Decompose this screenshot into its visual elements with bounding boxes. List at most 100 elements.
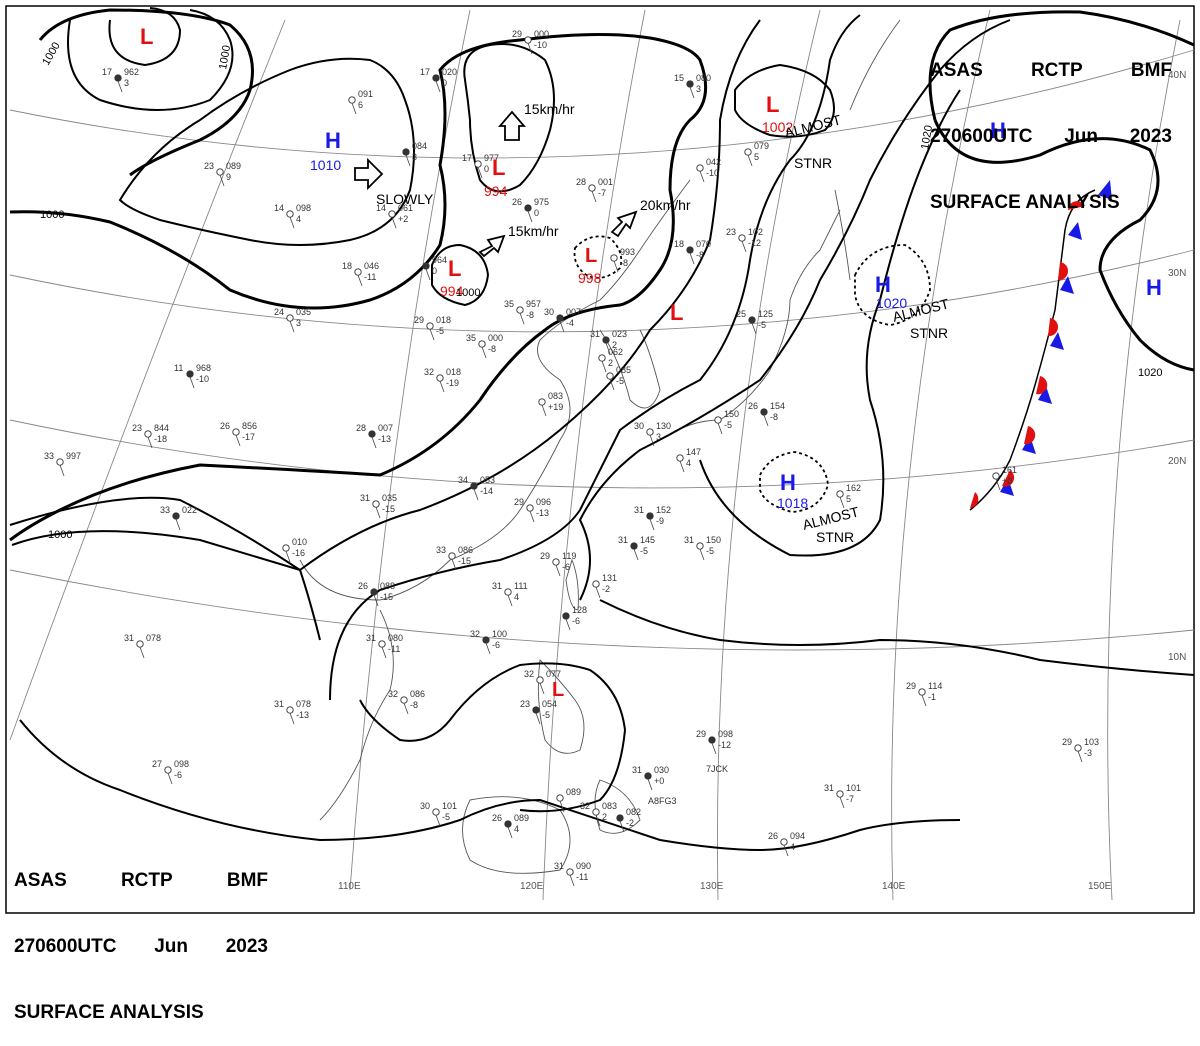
isobar-label: 1020 bbox=[1138, 367, 1162, 379]
station-plot: 35 957-8 bbox=[504, 299, 541, 325]
wind-barb bbox=[373, 594, 379, 607]
wind-barb bbox=[633, 548, 639, 561]
station-temp: 31 bbox=[554, 861, 564, 871]
station-pressure: 035 bbox=[382, 493, 397, 503]
wind-barb bbox=[995, 478, 1001, 491]
station-pressure: 077 bbox=[546, 669, 561, 679]
station-pressure: 091 bbox=[358, 89, 373, 99]
station-plot: 29 018-5 bbox=[414, 315, 451, 341]
station-pressure: 000 bbox=[534, 29, 549, 39]
station-pressure: 035 bbox=[296, 307, 311, 317]
motion-speed: 15km/hr bbox=[508, 223, 559, 239]
station-pressure: 089 bbox=[226, 161, 241, 171]
station-tendency: 0 bbox=[534, 208, 539, 218]
station-plot: 33 997 bbox=[44, 451, 81, 477]
center-symbol: L bbox=[448, 256, 461, 281]
wind-barb bbox=[451, 558, 457, 571]
station-plot: 150-5 bbox=[714, 409, 739, 435]
station-temp: 26 bbox=[768, 831, 778, 841]
station-circle bbox=[616, 814, 624, 822]
wind-barb bbox=[219, 174, 225, 187]
station-pressure: 089 bbox=[514, 813, 529, 823]
station-circle bbox=[286, 210, 294, 218]
station-circle bbox=[368, 430, 376, 438]
station-plot: 18 046-11 bbox=[342, 261, 379, 287]
station-pressure: 083 bbox=[602, 801, 617, 811]
station-tendency: -14 bbox=[480, 486, 493, 496]
station-circle bbox=[992, 472, 1000, 480]
station-circle bbox=[538, 398, 546, 406]
weather-map: 17 962 3 23 089 9 091 6 084 3 14 098 4 14 061 +2 17 020 0 1… bbox=[5, 5, 1195, 1023]
station-pressure: 062 bbox=[608, 347, 623, 357]
station-plot: 25 125-5 bbox=[736, 309, 773, 335]
lon-label: 150E bbox=[1088, 881, 1112, 892]
station-tendency: -8 bbox=[696, 250, 704, 260]
station-tendency: -11 bbox=[576, 872, 588, 882]
station-tendency: -6 bbox=[562, 562, 570, 572]
wind-barb bbox=[605, 342, 611, 355]
station-circle bbox=[432, 74, 440, 82]
wind-barb bbox=[747, 154, 753, 167]
wind-barb bbox=[435, 814, 441, 827]
station-pressure: 007 bbox=[566, 307, 581, 317]
station-tendency: -5 bbox=[758, 320, 766, 330]
lon-label: 110E bbox=[338, 881, 361, 892]
header-line3: SURFACE ANALYSIS bbox=[14, 1002, 204, 1023]
station-circle bbox=[536, 676, 544, 684]
wind-barb bbox=[289, 320, 295, 333]
wind-barb bbox=[507, 594, 513, 607]
wind-barb bbox=[391, 216, 397, 229]
station-temp: 29 bbox=[514, 497, 524, 507]
station-circle bbox=[370, 588, 378, 596]
station-tendency: -11 bbox=[388, 644, 400, 654]
station-temp: 31 bbox=[684, 535, 694, 545]
station-plot: 993-8 bbox=[610, 247, 635, 273]
header-station: RCTP bbox=[120, 870, 173, 891]
station-tendency: 3 bbox=[696, 84, 701, 94]
station-temp: 23 bbox=[204, 161, 214, 171]
wind-barb bbox=[429, 328, 435, 341]
coast-china bbox=[299, 179, 691, 601]
station-tendency: -6 bbox=[572, 616, 580, 626]
isobar-outer-3 bbox=[359, 662, 627, 813]
station-tendency: -13 bbox=[378, 434, 391, 444]
station-tendency: 0 bbox=[432, 266, 437, 276]
station-circle bbox=[836, 490, 844, 498]
station-temp: 25 bbox=[736, 309, 746, 319]
isobar-low-nw-inner bbox=[67, 9, 234, 111]
isobar-outer-8 bbox=[9, 496, 321, 641]
station-temp: 35 bbox=[466, 333, 476, 343]
station-tendency: -16 bbox=[292, 548, 305, 558]
station-plot: 33 086-15 bbox=[436, 545, 473, 571]
station-tendency: 2 bbox=[608, 358, 613, 368]
station-temp: 28 bbox=[576, 177, 586, 187]
speed1-arrow bbox=[498, 110, 526, 141]
station-temp: 31 bbox=[634, 505, 644, 515]
station-pressure: 084 bbox=[412, 141, 427, 151]
station-tendency: -7 bbox=[598, 188, 606, 198]
wind-barb bbox=[473, 488, 479, 501]
wind-barb bbox=[167, 772, 173, 785]
station-plot: 32 018-19 bbox=[424, 367, 461, 393]
station-plot: 34 053-14 bbox=[458, 475, 495, 501]
station-plot: 23 844-18 bbox=[132, 423, 169, 449]
center-pressure: 994 bbox=[440, 283, 464, 299]
wind-barb bbox=[117, 80, 123, 93]
station-temp: 31 bbox=[124, 633, 134, 643]
station-tendency: 2 bbox=[602, 812, 607, 822]
station-temp: 28 bbox=[356, 423, 366, 433]
station-circle bbox=[436, 374, 444, 382]
wind-barb bbox=[481, 346, 487, 359]
wind-barb bbox=[527, 210, 533, 223]
station-temp: 34 bbox=[458, 475, 468, 485]
isobar-label: 1000 bbox=[217, 44, 233, 70]
station-pressure: 080 bbox=[388, 633, 403, 643]
header-month: Jun bbox=[1064, 126, 1098, 147]
station-temp: 33 bbox=[160, 505, 170, 515]
wind-barb bbox=[763, 414, 769, 427]
isobar-low-994-b bbox=[431, 243, 490, 307]
wind-barb bbox=[235, 434, 241, 447]
